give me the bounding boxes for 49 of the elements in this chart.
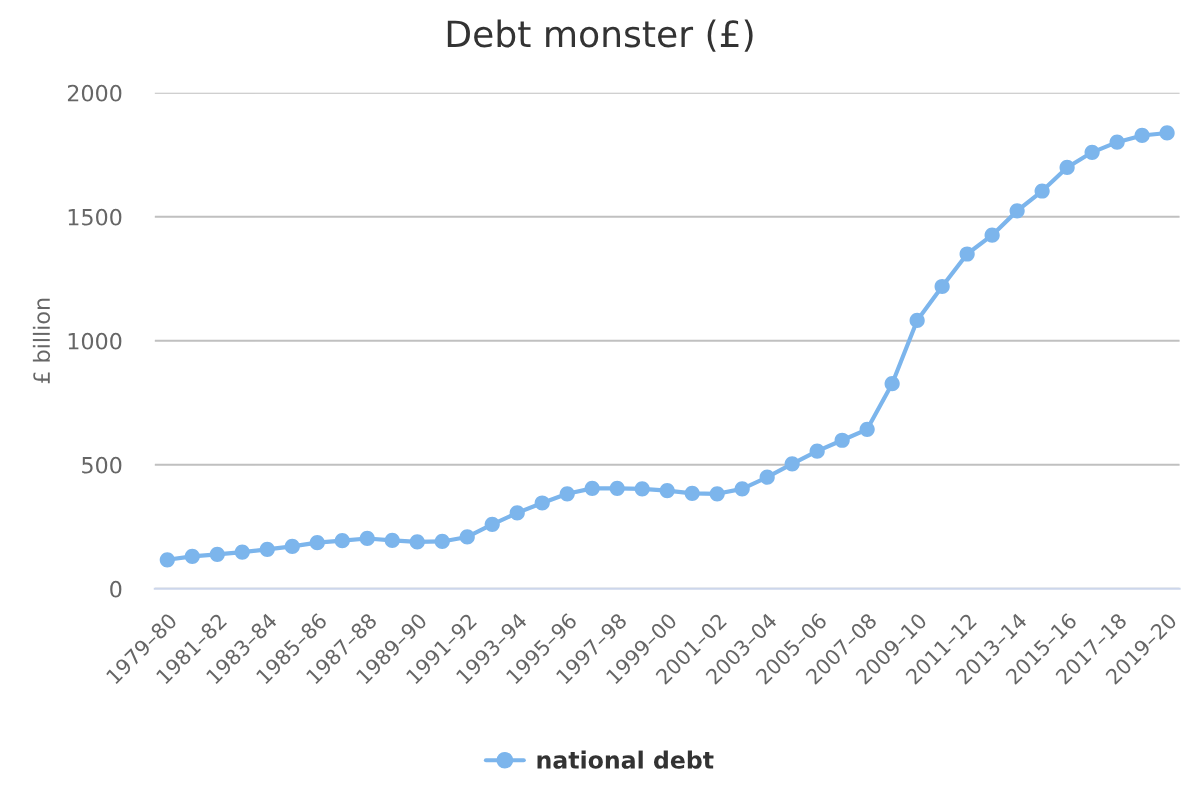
point (684, 485, 700, 501)
chart-title: Debt monster (£) (447, 19, 753, 52)
point (484, 516, 500, 532)
point (384, 532, 400, 549)
y-tick-label: 0 (110, 580, 122, 598)
point (1159, 125, 1175, 141)
point (884, 376, 900, 392)
point (659, 482, 675, 499)
point (559, 486, 575, 502)
y-axis-title: £ billion (32, 298, 51, 384)
point (784, 456, 800, 472)
point (209, 546, 225, 562)
point (509, 505, 525, 521)
point (409, 534, 425, 550)
point (309, 535, 325, 551)
point (1084, 144, 1100, 160)
y-tick-label: 500 (82, 456, 122, 474)
y-tick-label: 2000 (67, 84, 122, 102)
point (959, 246, 975, 262)
point (834, 432, 850, 448)
y-tick-label: 1000 (68, 332, 122, 350)
point (809, 443, 825, 459)
point (1109, 134, 1125, 150)
point (609, 480, 625, 496)
point (859, 421, 875, 437)
point (934, 278, 950, 295)
legend-label: national debt (537, 750, 714, 769)
point (1134, 127, 1150, 144)
point (359, 530, 375, 547)
point (734, 481, 750, 497)
point (434, 533, 450, 550)
point (584, 480, 600, 496)
point (159, 552, 175, 568)
point (984, 227, 1000, 243)
point (709, 486, 725, 502)
point (1009, 203, 1025, 219)
point (534, 495, 550, 511)
point (184, 548, 200, 564)
point (1059, 159, 1075, 176)
point (1034, 183, 1050, 199)
point (259, 541, 275, 557)
point (759, 469, 775, 485)
point (334, 533, 350, 549)
point (234, 544, 250, 560)
point (634, 481, 650, 497)
point (284, 538, 300, 554)
y-tick-label: 1500 (68, 208, 122, 226)
point (909, 312, 925, 329)
point (459, 529, 475, 545)
